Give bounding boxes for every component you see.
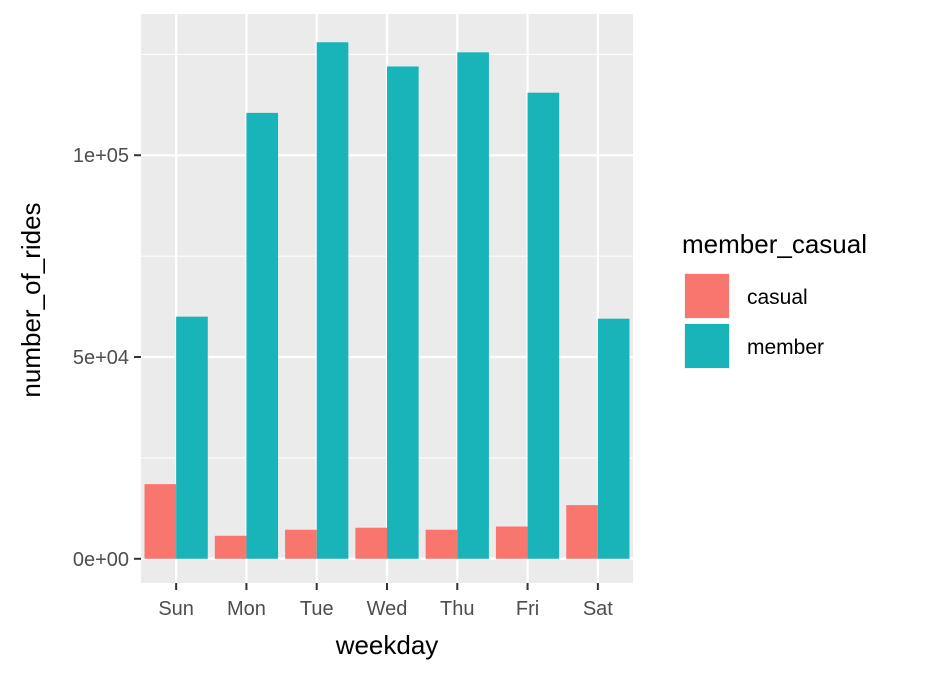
- bar-casual-sat: [566, 505, 598, 559]
- bar-member-sat: [597, 318, 630, 559]
- bar-member-mon: [246, 112, 279, 559]
- bar-member-thu: [457, 52, 489, 559]
- x-tick-label: Tue: [300, 598, 334, 620]
- legend-label-casual: casual: [747, 286, 808, 309]
- legend-swatch-casual: [685, 274, 729, 318]
- x-axis: Sun Mon Tue Wed Thu Fri Sat: [158, 583, 613, 620]
- x-tick-label: Sat: [583, 598, 613, 620]
- x-tick-label: Mon: [227, 598, 266, 620]
- y-tick-label: 1e+05: [73, 145, 129, 167]
- bar-member-sun: [176, 316, 208, 559]
- y-axis: 0e+00 5e+04 1e+05: [73, 145, 141, 571]
- legend-title: member_casual: [682, 229, 867, 259]
- bars: [144, 42, 630, 559]
- x-tick-label: Sun: [158, 598, 194, 620]
- x-tick-label: Fri: [516, 598, 539, 620]
- bar-casual-fri: [495, 526, 528, 559]
- bar-member-tue: [316, 42, 349, 559]
- legend: member_casual casual member: [682, 229, 867, 369]
- x-axis-title: weekday: [335, 630, 439, 660]
- legend-label-member: member: [747, 336, 824, 359]
- bar-casual-wed: [355, 527, 387, 559]
- bar-casual-mon: [214, 535, 247, 559]
- bar-member-fri: [527, 92, 560, 559]
- y-tick-label: 5e+04: [73, 347, 129, 369]
- bar-casual-tue: [285, 529, 317, 559]
- bar-member-wed: [387, 66, 419, 559]
- bar-casual-thu: [425, 529, 458, 559]
- x-tick-label: Wed: [367, 598, 408, 620]
- y-tick-label: 0e+00: [73, 549, 129, 571]
- y-axis-title: number_of_rides: [16, 202, 46, 397]
- x-tick-label: Thu: [440, 598, 474, 620]
- legend-swatch-member: [685, 324, 729, 368]
- bar-casual-sun: [144, 484, 177, 559]
